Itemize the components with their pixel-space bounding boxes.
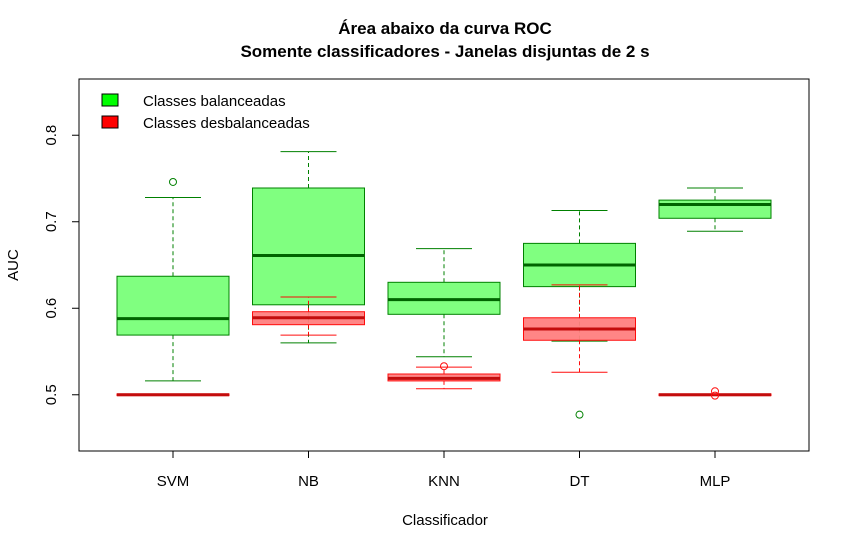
box-balanced-nb [252,151,365,344]
iqr-box [252,187,365,306]
iqr-box [658,199,772,219]
outlier-point [440,362,448,371]
box-balanced-dt [523,209,636,419]
legend-label-balanced: Classes balanceadas [143,93,286,110]
y-axis-label: AUC [5,249,22,281]
chart-subtitle: Somente classificadores - Janelas disjun… [240,42,649,61]
outlier-point [711,391,719,400]
box-unbalanced-svm [116,393,230,397]
box-unbalanced-nb [252,296,365,336]
x-tick-label: MLP [700,473,731,490]
x-tick-label: KNN [428,473,460,490]
y-tick-label: 0.5 [43,384,60,405]
x-tick-label: NB [298,473,319,490]
box-balanced-knn [387,248,501,358]
legend-swatch-balanced [101,93,119,107]
x-tick-label: SVM [157,473,190,490]
outlier-point [711,387,719,396]
box-unbalanced-mlp [658,387,772,400]
y-tick-label: 0.7 [43,211,60,232]
x-axis-label: Classificador [402,512,488,529]
box-balanced-svm [116,177,230,382]
iqr-box [116,275,230,336]
box-unbalanced-knn [387,362,501,390]
box-balanced-mlp [658,187,772,232]
y-tick-label: 0.8 [43,125,60,146]
x-tick-label: DT [570,473,590,490]
legend: Classes balanceadas Classes desbalancead… [101,93,310,132]
x-axis: SVM NB KNN DT MLP [157,450,731,490]
outlier-point [169,177,177,186]
box-unbalanced-dt [523,284,636,373]
outlier-point [575,410,584,419]
series-balanced [116,151,772,419]
y-axis: 0.5 0.6 0.7 0.8 [43,125,80,405]
series-unbalanced [116,284,772,400]
y-tick-label: 0.6 [43,298,60,319]
legend-swatch-unbalanced [101,115,119,129]
chart-title: Área abaixo da curva ROC [338,19,552,38]
legend-label-unbalanced: Classes desbalanceadas [143,115,310,132]
box-layer [116,151,772,419]
